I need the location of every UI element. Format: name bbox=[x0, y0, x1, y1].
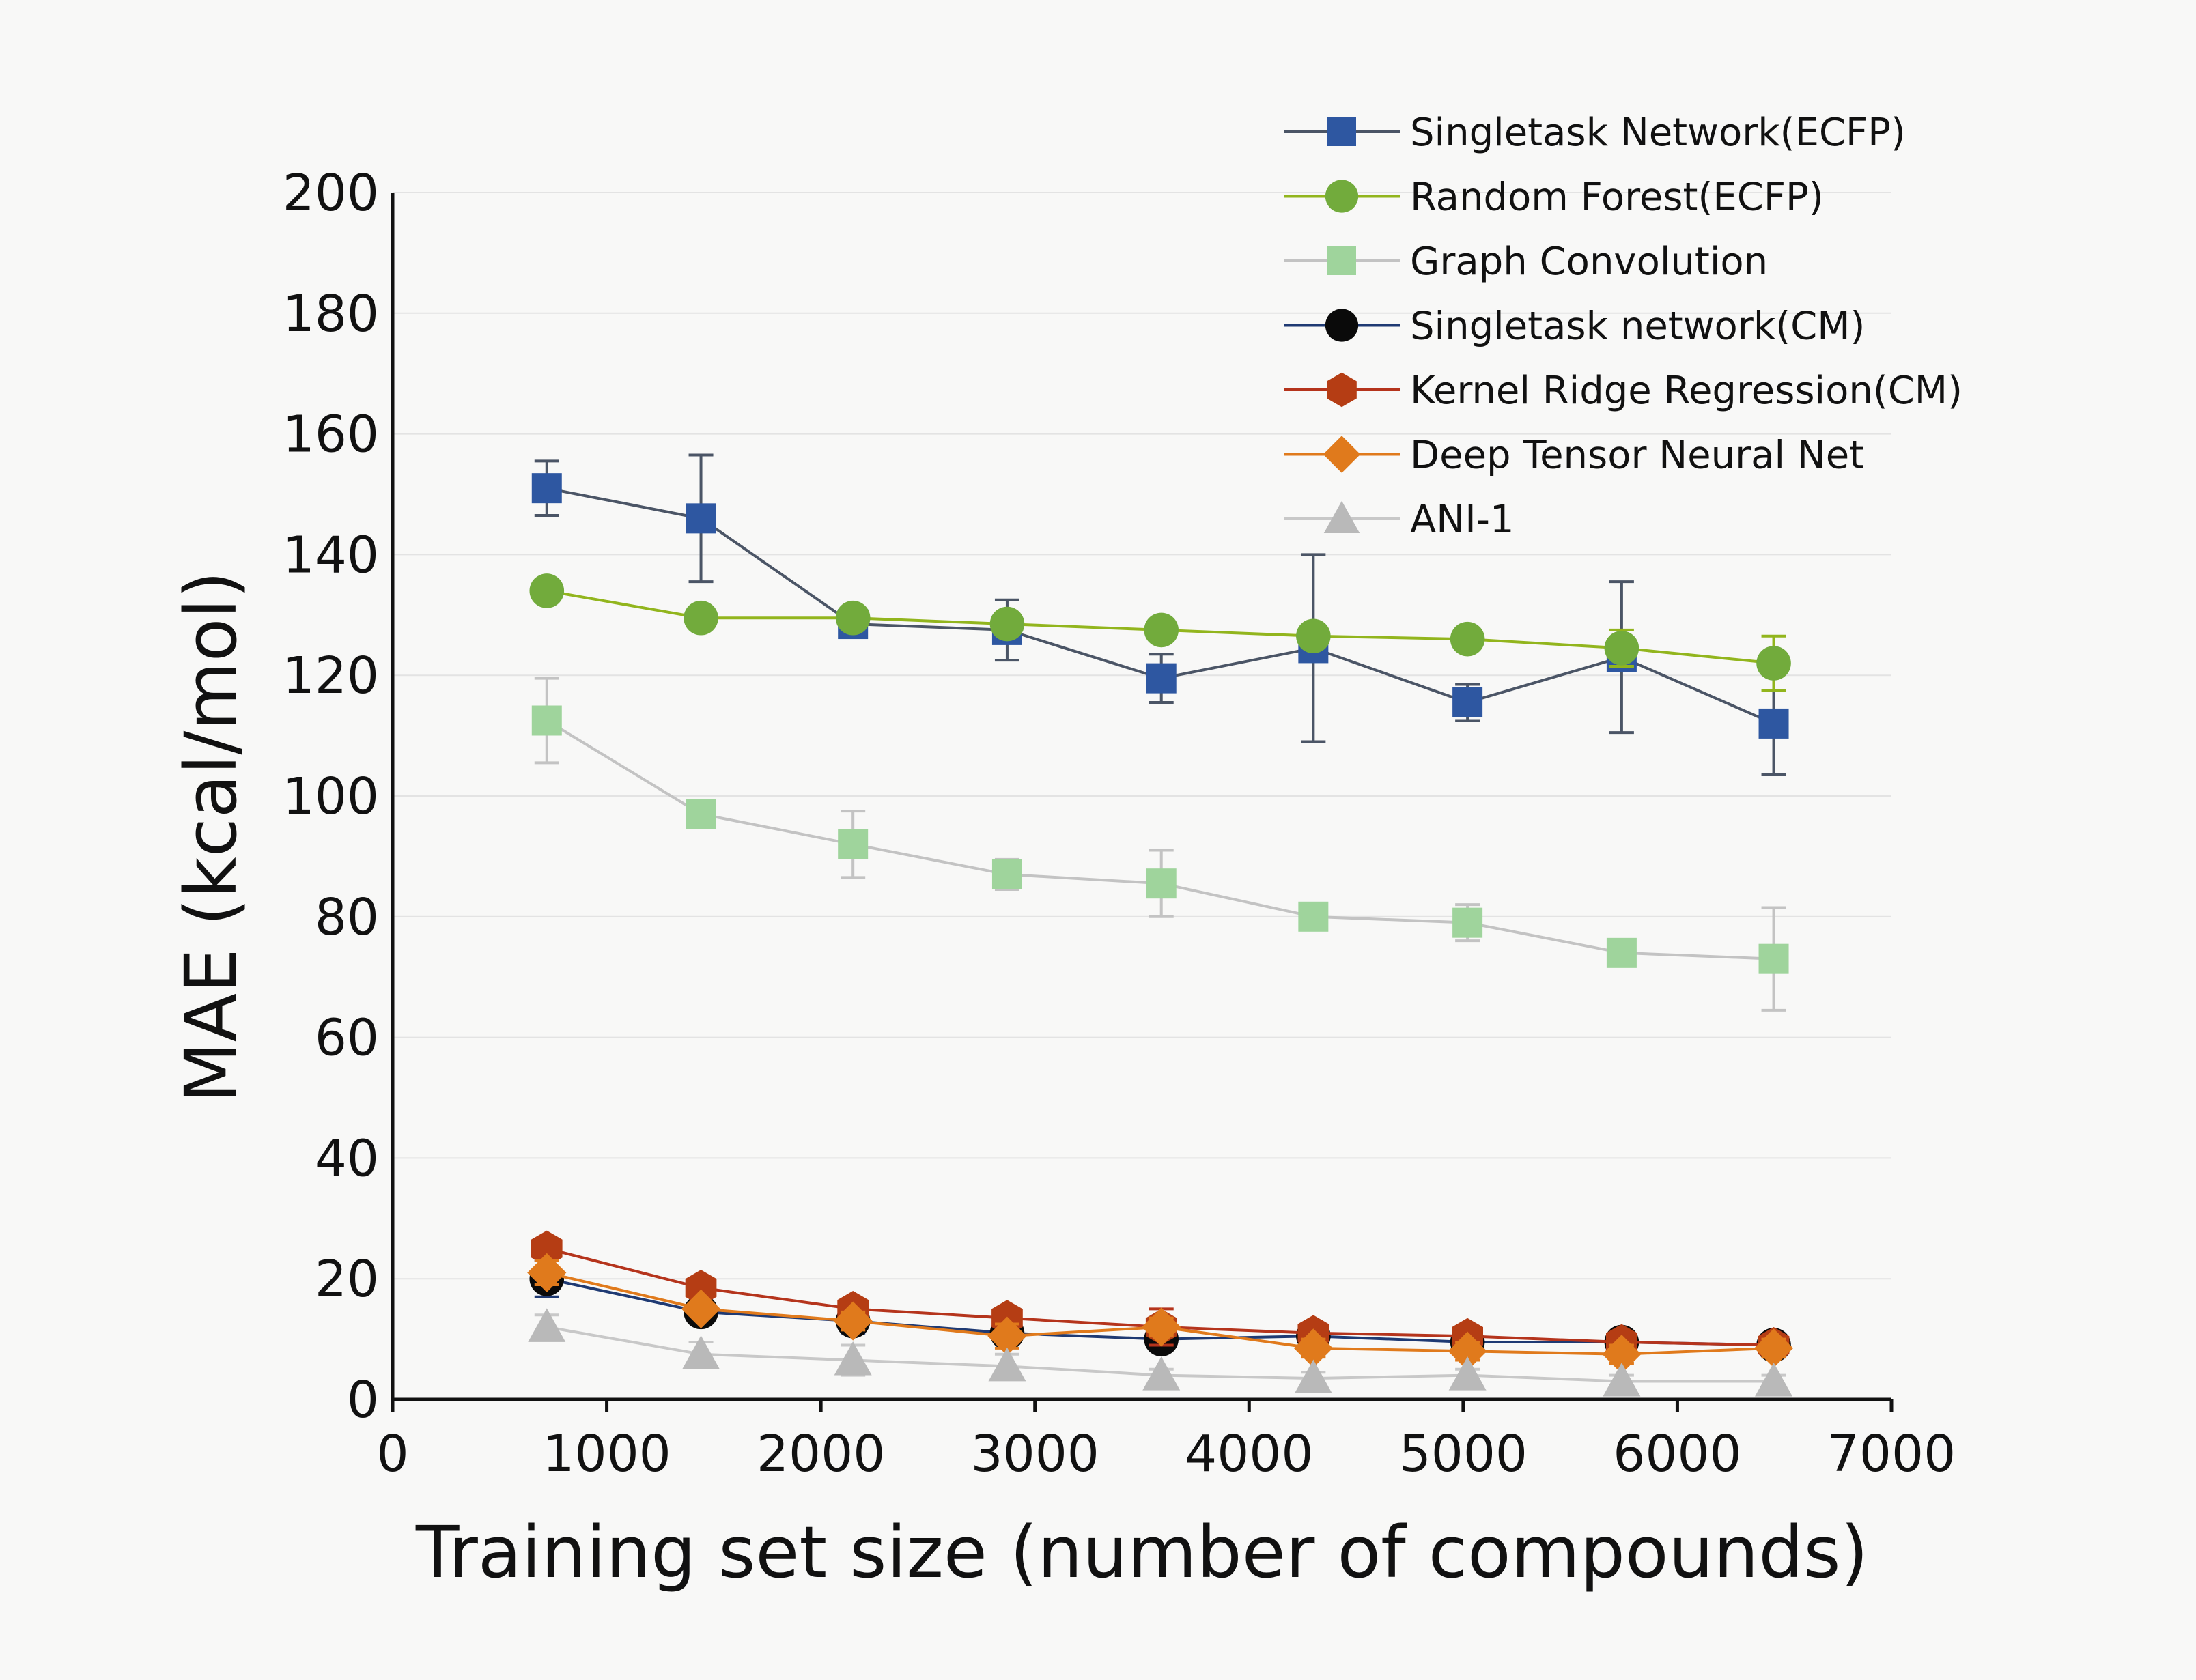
y-tick-label: 140 bbox=[283, 526, 379, 584]
legend-marker bbox=[1323, 500, 1360, 533]
legend-item: Kernel Ridge Regression(CM) bbox=[1284, 369, 1962, 413]
data-point bbox=[1450, 621, 1485, 657]
legend-marker bbox=[1323, 436, 1361, 473]
data-point bbox=[989, 606, 1025, 642]
series-random-forest-ecfp- bbox=[529, 573, 1791, 692]
legend-label: Singletask network(CM) bbox=[1410, 304, 1865, 349]
x-tick-label: 2000 bbox=[757, 1425, 885, 1483]
data-point bbox=[528, 1308, 566, 1342]
data-point bbox=[685, 1270, 717, 1306]
data-point bbox=[1296, 618, 1331, 654]
legend-label: Kernel Ridge Regression(CM) bbox=[1410, 369, 1962, 413]
data-point bbox=[1293, 1328, 1333, 1368]
y-tick-label: 40 bbox=[315, 1129, 379, 1188]
legend-label: Graph Convolution bbox=[1410, 240, 1768, 284]
legend: Singletask Network(ECFP) Random Forest(EC… bbox=[1284, 111, 1962, 542]
data-point bbox=[684, 600, 718, 636]
data-point bbox=[686, 799, 716, 829]
data-point bbox=[1756, 646, 1791, 681]
data-point bbox=[838, 829, 869, 859]
data-point bbox=[1606, 937, 1637, 968]
data-point bbox=[531, 473, 562, 504]
data-point bbox=[833, 1301, 873, 1341]
data-point bbox=[988, 1347, 1026, 1382]
data-point bbox=[1758, 708, 1789, 739]
legend-label: ANI-1 bbox=[1410, 498, 1515, 542]
x-tick-label: 7000 bbox=[1827, 1425, 1956, 1483]
legend-label: Singletask Network(ECFP) bbox=[1410, 111, 1906, 155]
grid-lines bbox=[393, 192, 1891, 1280]
y-tick-label: 60 bbox=[315, 1009, 379, 1068]
series-line bbox=[546, 719, 1774, 960]
data-point bbox=[991, 859, 1022, 889]
x-tick-label: 4000 bbox=[1185, 1425, 1313, 1483]
legend-marker bbox=[1327, 246, 1356, 275]
data-point bbox=[1755, 1362, 1793, 1397]
data-point bbox=[1602, 1335, 1642, 1374]
data-point bbox=[1448, 1331, 1487, 1371]
legend-item: Random Forest(ECFP) bbox=[1284, 175, 1824, 220]
y-tick-label: 100 bbox=[283, 767, 379, 826]
data-point bbox=[686, 503, 716, 534]
x-tick-label: 6000 bbox=[1613, 1425, 1741, 1483]
y-tick-label: 80 bbox=[315, 888, 379, 947]
x-tick-label: 3000 bbox=[971, 1425, 1099, 1483]
data-point bbox=[1142, 1307, 1181, 1347]
legend-item: ANI-1 bbox=[1284, 498, 1515, 542]
data-point bbox=[1758, 943, 1789, 974]
legend-item: Graph Convolution bbox=[1284, 240, 1768, 284]
legend-label: Random Forest(ECFP) bbox=[1410, 175, 1824, 220]
y-tick-label: 0 bbox=[347, 1371, 379, 1429]
data-point bbox=[1452, 907, 1483, 938]
data-point bbox=[531, 1230, 563, 1267]
y-tick-label: 160 bbox=[283, 405, 379, 464]
y-tick-label: 120 bbox=[283, 646, 379, 705]
data-point bbox=[1604, 631, 1639, 666]
data-point bbox=[1448, 1356, 1487, 1391]
data-point bbox=[1142, 1356, 1181, 1391]
data-point bbox=[835, 600, 871, 636]
data-point bbox=[1603, 1362, 1641, 1397]
y-tick-label: 20 bbox=[315, 1250, 379, 1309]
data-point bbox=[527, 1253, 567, 1292]
legend-marker bbox=[1327, 372, 1357, 408]
legend-label: Deep Tensor Neural Net bbox=[1410, 433, 1864, 478]
y-axis-title: MAE (kcal/mol) bbox=[169, 571, 253, 1103]
y-tick-label: 180 bbox=[283, 285, 379, 343]
legend-marker bbox=[1327, 117, 1356, 146]
data-point bbox=[834, 1341, 872, 1376]
data-point bbox=[682, 1335, 720, 1369]
legend-item: Singletask network(CM) bbox=[1284, 304, 1865, 349]
legend-item: Singletask Network(ECFP) bbox=[1284, 111, 1906, 155]
data-point bbox=[1294, 1359, 1332, 1394]
x-axis-title: Training set size (number of compounds) bbox=[415, 1511, 1868, 1594]
data-point bbox=[1298, 901, 1329, 932]
data-point bbox=[1452, 687, 1483, 717]
series-group bbox=[527, 453, 1794, 1397]
data-point bbox=[681, 1289, 721, 1328]
series-deep-tensor-neural-net bbox=[527, 1253, 1794, 1374]
legend-item: Deep Tensor Neural Net bbox=[1284, 433, 1864, 478]
x-tick-label: 5000 bbox=[1399, 1425, 1528, 1483]
series-graph-convolution bbox=[531, 677, 1789, 1012]
x-tick-label: 1000 bbox=[542, 1425, 671, 1483]
tick-labels: 0 1000 2000 3000 4000 5000 6000 7000 0 20 40 60 80 10… bbox=[283, 164, 1956, 1483]
y-tick-label: 200 bbox=[283, 164, 379, 223]
legend-marker bbox=[1325, 180, 1359, 213]
legend-marker bbox=[1325, 309, 1359, 342]
data-point bbox=[1144, 612, 1179, 648]
x-tick-label: 0 bbox=[376, 1425, 408, 1483]
data-point bbox=[1146, 868, 1177, 899]
data-point bbox=[987, 1316, 1027, 1356]
axes bbox=[391, 193, 1894, 1412]
data-point bbox=[1754, 1328, 1794, 1368]
data-point bbox=[531, 705, 562, 736]
data-point bbox=[529, 573, 565, 608]
series-ani-1 bbox=[528, 1308, 1793, 1397]
data-point bbox=[1146, 663, 1177, 694]
